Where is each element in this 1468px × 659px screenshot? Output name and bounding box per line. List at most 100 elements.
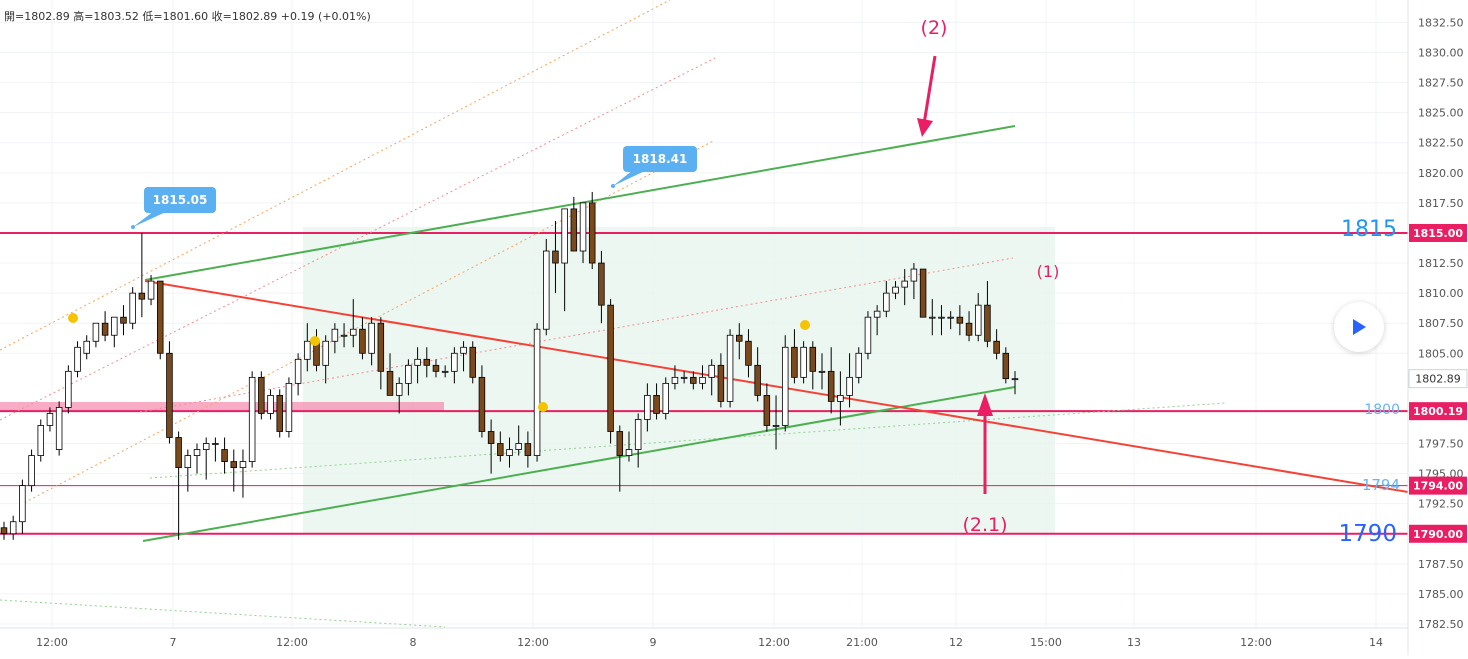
play-button[interactable] xyxy=(1334,302,1384,352)
candle-body xyxy=(248,376,256,462)
candle-body xyxy=(1011,378,1019,381)
y-tick-label: 1785.00 xyxy=(1418,588,1464,601)
candle xyxy=(910,263,918,300)
candle-body xyxy=(515,443,522,450)
candle xyxy=(717,353,725,408)
y-tick-label: 1822.50 xyxy=(1418,137,1464,150)
candle xyxy=(754,347,761,402)
candle-body xyxy=(202,443,210,450)
candle xyxy=(193,443,201,474)
candle-body xyxy=(901,280,908,288)
x-tick-label: 15:00 xyxy=(1030,636,1062,649)
candle xyxy=(938,305,945,336)
candle-body xyxy=(193,449,201,456)
candle-body xyxy=(671,376,679,384)
candle-body xyxy=(883,292,890,312)
candle xyxy=(855,347,863,384)
candle xyxy=(607,299,614,444)
candle xyxy=(111,316,118,348)
candle-body xyxy=(28,455,35,487)
candle xyxy=(708,359,715,396)
x-axis: 12:00 7 12:00 8 12:00 9 12:00 21:00 12 15:00 13 12:… xyxy=(0,627,1408,649)
candle-body xyxy=(634,419,642,450)
candle xyxy=(644,383,651,432)
candle-body xyxy=(864,316,872,354)
candle xyxy=(414,347,421,384)
y-tick-label: 1802.89 xyxy=(1415,373,1461,386)
candle-body xyxy=(690,376,697,384)
candle-body xyxy=(984,304,991,342)
candle-body xyxy=(212,443,219,445)
candle-body xyxy=(763,395,771,426)
callout-text: 1815.05 xyxy=(153,193,208,207)
candle xyxy=(772,395,780,450)
candle-body xyxy=(184,455,192,468)
candle xyxy=(763,383,771,432)
candle-body xyxy=(386,370,394,396)
fan-line-0 xyxy=(0,0,671,351)
arrow-down-head xyxy=(917,118,933,137)
candle-body xyxy=(662,382,669,414)
candle-body xyxy=(947,316,954,319)
candle-body xyxy=(855,352,863,378)
candle-body xyxy=(414,358,421,366)
candle-body xyxy=(588,202,596,264)
candle-body xyxy=(294,358,302,384)
candle-body xyxy=(809,346,817,372)
candle-body xyxy=(441,370,449,373)
candle-body xyxy=(451,352,458,372)
candle xyxy=(1011,371,1019,395)
candle xyxy=(83,335,90,360)
candle xyxy=(432,359,440,378)
candle xyxy=(837,371,844,426)
candle-body xyxy=(0,527,8,535)
candle-body xyxy=(846,376,853,396)
candle-body xyxy=(147,280,155,300)
candle-body xyxy=(745,340,752,366)
candle xyxy=(965,311,973,342)
candle xyxy=(552,220,559,294)
candles-layer xyxy=(0,191,1019,540)
candle xyxy=(138,232,146,318)
candle xyxy=(736,323,743,360)
candle-body xyxy=(156,280,164,354)
level-text-1790: 1790 xyxy=(1338,521,1397,547)
candle xyxy=(55,401,63,456)
candle xyxy=(221,437,228,474)
candle-body xyxy=(965,322,973,336)
candle xyxy=(230,449,238,492)
candle-body xyxy=(736,334,743,342)
candle xyxy=(147,275,155,306)
candle-body xyxy=(754,364,761,396)
candle-body xyxy=(221,449,228,462)
candle-body xyxy=(120,316,127,324)
signal-dot-2 xyxy=(538,402,548,412)
candle-body xyxy=(579,202,587,252)
candle-body xyxy=(772,425,780,427)
candle-body xyxy=(598,262,605,306)
y-label-box xyxy=(1409,402,1467,421)
fan-line-1 xyxy=(0,57,716,421)
candle xyxy=(984,281,991,348)
x-tick-label: 12:00 xyxy=(1240,636,1272,649)
candle xyxy=(46,407,54,432)
candle xyxy=(340,323,348,348)
range-box xyxy=(303,227,1055,533)
candle-body xyxy=(166,352,173,438)
candle-body xyxy=(368,322,375,354)
candle-body xyxy=(46,413,54,426)
candle xyxy=(561,208,568,312)
candle xyxy=(0,521,8,540)
candle-body xyxy=(956,316,964,324)
candle xyxy=(350,299,357,348)
candle-body xyxy=(1002,352,1010,380)
callout-text: 1818.41 xyxy=(633,152,688,166)
candle-body xyxy=(726,334,734,402)
x-tick-label: 12 xyxy=(949,636,963,649)
candle xyxy=(166,341,173,444)
candle-body xyxy=(607,304,614,432)
candle-body xyxy=(267,395,274,414)
candle-body xyxy=(175,437,182,468)
